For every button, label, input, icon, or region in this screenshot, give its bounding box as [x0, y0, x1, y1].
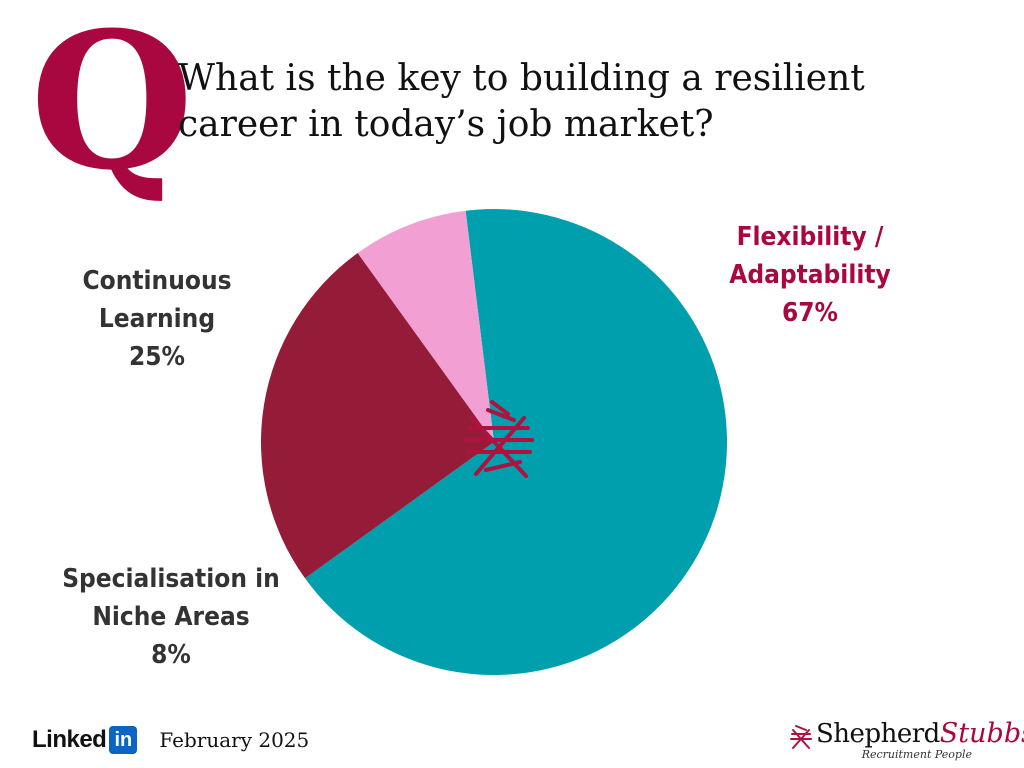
slice-label-flexibility: Flexibility / Adaptability 67% [700, 218, 920, 332]
brand-tagline: Recruitment People [861, 748, 972, 761]
q-letter: Q [30, 0, 194, 212]
slice-value-label: 67% [782, 298, 838, 328]
brand-name-secondary: Stubbs [939, 718, 1024, 749]
pie-slice-continuous-learning [260, 253, 494, 579]
slice-label-line: Learning [98, 304, 216, 334]
brand-name-primary: Shepherd [816, 719, 940, 749]
shepherd-stubbs-cross-icon [464, 400, 534, 478]
brand-cross-icon [790, 725, 812, 749]
slice-label-line: Niche Areas [92, 602, 250, 632]
slice-label-line: Adaptability [729, 260, 891, 290]
question-title: What is the key to building a resilient … [178, 58, 865, 145]
slice-label-specialisation: Specialisation in Niche Areas 8% [40, 560, 302, 674]
post-date: February 2025 [159, 728, 310, 752]
pie-slice-flexibility [305, 209, 727, 676]
pie-slice-specialisation [357, 210, 494, 442]
slice-label-line: Continuous [82, 266, 232, 296]
brand-logo: ShepherdStubbs Recruitment People [788, 718, 1024, 764]
slice-label-line: Specialisation in [62, 564, 280, 594]
footer-left: Linked in February 2025 [32, 724, 309, 756]
slice-label-line: Flexibility / [736, 222, 884, 252]
slice-value-label: 8% [151, 640, 191, 670]
linkedin-logo-word: Linked [32, 726, 107, 753]
linkedin-logo-icon: in [109, 726, 138, 754]
slice-label-continuous-learning: Continuous Learning 25% [40, 262, 274, 376]
slice-value-label: 25% [129, 342, 185, 372]
